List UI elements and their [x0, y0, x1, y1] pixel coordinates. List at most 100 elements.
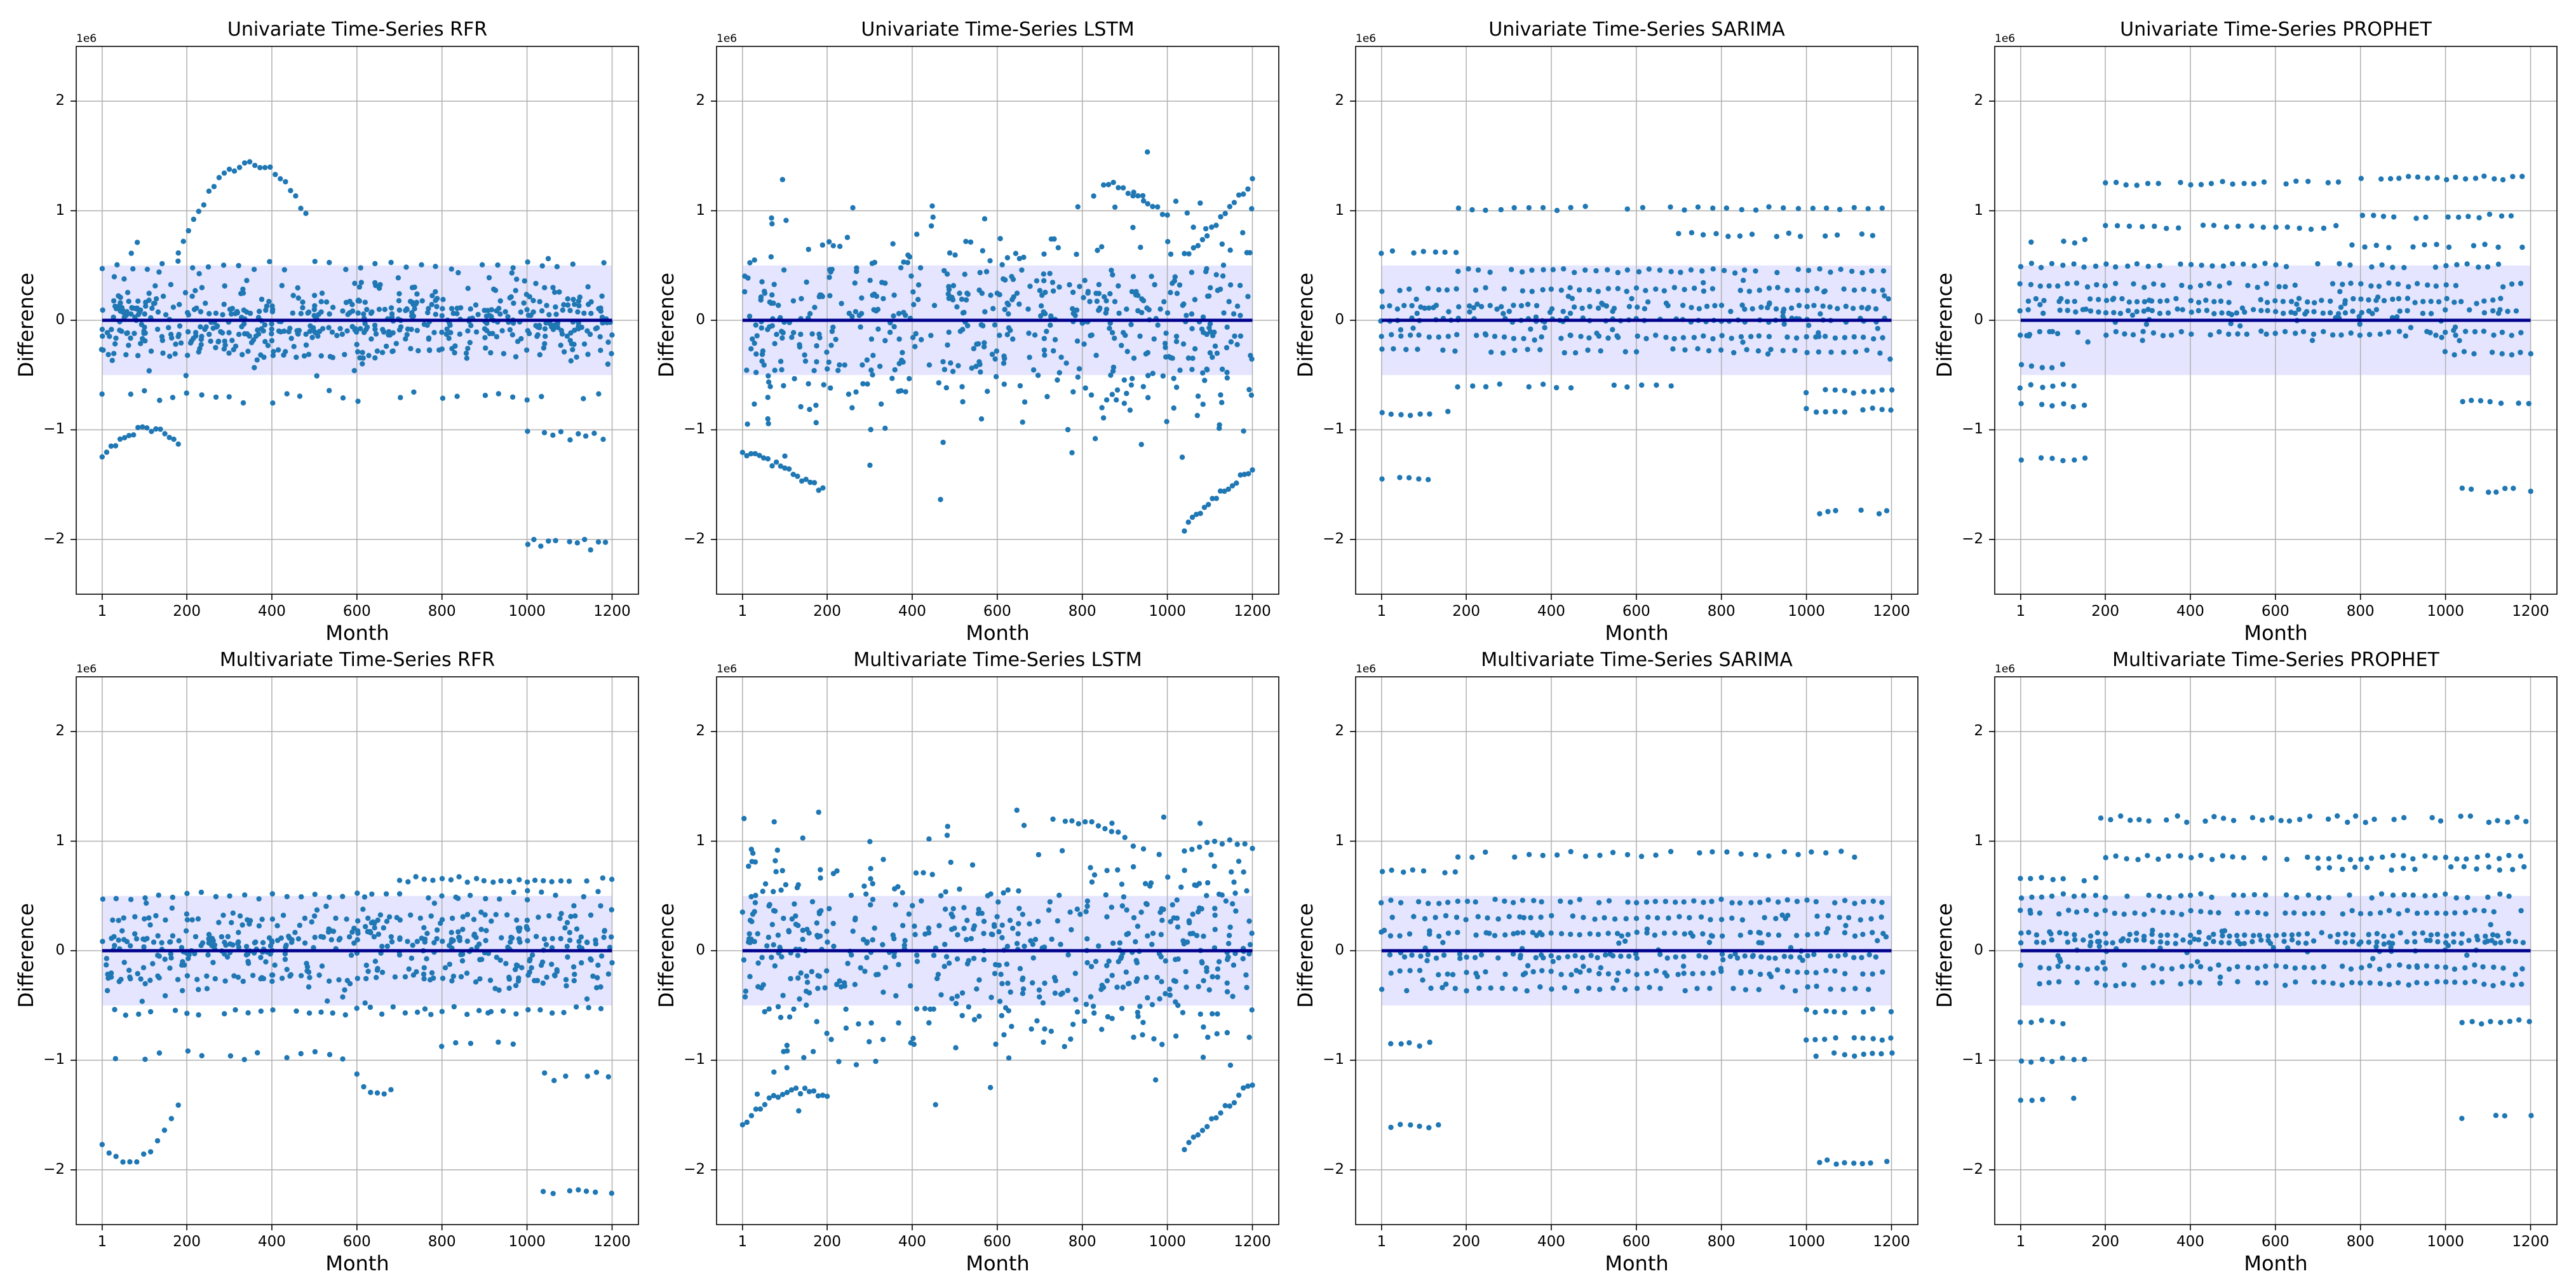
data-point — [839, 301, 844, 306]
data-point — [2234, 910, 2241, 916]
data-point — [2289, 932, 2295, 938]
data-point — [2453, 895, 2459, 901]
data-point — [128, 250, 134, 256]
data-point — [152, 301, 158, 306]
data-point — [2046, 980, 2052, 986]
data-point — [203, 301, 208, 306]
data-point — [2389, 933, 2396, 939]
data-point — [488, 350, 494, 356]
data-point — [2358, 939, 2364, 945]
data-point — [251, 266, 257, 273]
data-point — [131, 432, 137, 438]
data-point — [600, 437, 606, 442]
data-point — [138, 341, 144, 346]
data-point — [307, 329, 313, 334]
data-point — [182, 290, 189, 296]
data-point — [273, 172, 278, 177]
y-tick-label: 1 — [1974, 832, 1983, 849]
data-point — [494, 334, 500, 340]
data-point — [429, 293, 435, 299]
data-point — [1074, 338, 1081, 344]
data-point — [2506, 853, 2512, 859]
data-point — [2284, 857, 2290, 862]
data-point — [1200, 370, 1206, 376]
data-point — [864, 357, 870, 363]
data-point — [828, 385, 833, 391]
data-point — [2075, 965, 2080, 971]
data-point — [772, 341, 778, 346]
data-point — [804, 279, 809, 285]
data-point — [907, 376, 912, 381]
data-point — [2397, 962, 2403, 968]
data-point — [2519, 981, 2525, 988]
data-point — [535, 332, 541, 338]
data-point — [295, 285, 300, 291]
data-point — [2489, 937, 2495, 944]
data-point — [2424, 963, 2430, 969]
data-point — [306, 351, 312, 357]
data-point — [2226, 940, 2232, 946]
data-point — [260, 328, 266, 334]
data-point — [2209, 857, 2215, 862]
data-point — [2049, 1019, 2056, 1025]
data-point — [99, 454, 105, 460]
data-point — [844, 235, 851, 240]
data-point — [2084, 966, 2091, 972]
data-point — [247, 310, 253, 316]
data-point — [2046, 965, 2052, 971]
data-point — [527, 294, 532, 300]
data-point — [814, 359, 819, 365]
data-point — [104, 330, 111, 336]
data-point — [270, 353, 276, 358]
data-point — [1037, 288, 1043, 294]
data-point — [2121, 911, 2127, 917]
data-point — [146, 368, 152, 374]
data-point — [1217, 422, 1222, 428]
data-point — [363, 327, 369, 332]
data-point — [2234, 964, 2241, 970]
data-point — [2434, 979, 2440, 984]
data-point — [2462, 965, 2468, 971]
data-point — [362, 299, 368, 305]
data-point — [2291, 910, 2297, 916]
data-point — [396, 291, 402, 297]
data-point — [2063, 930, 2069, 937]
data-point — [797, 342, 802, 348]
data-point — [2251, 933, 2256, 939]
data-point — [354, 349, 361, 355]
data-point — [2039, 1017, 2044, 1023]
data-point — [2472, 908, 2478, 913]
data-point — [2134, 930, 2140, 936]
data-point — [269, 321, 274, 327]
data-point — [2485, 894, 2491, 901]
data-point — [256, 308, 262, 315]
data-point — [340, 308, 346, 314]
data-point — [2464, 856, 2469, 862]
data-point — [1177, 282, 1183, 288]
data-point — [2211, 932, 2216, 937]
data-point — [2485, 853, 2491, 859]
data-point — [267, 164, 273, 170]
data-point — [347, 310, 353, 316]
data-point — [360, 361, 365, 367]
data-point — [2359, 965, 2364, 970]
data-point — [2060, 891, 2067, 897]
data-point — [2337, 854, 2342, 860]
data-point — [339, 331, 345, 337]
data-point — [2033, 932, 2040, 938]
data-point — [875, 326, 881, 332]
data-point — [910, 335, 916, 341]
data-point — [229, 337, 235, 343]
data-point — [1096, 290, 1102, 296]
data-point — [205, 264, 212, 270]
data-point — [238, 290, 244, 297]
data-point — [342, 351, 347, 358]
data-point — [266, 299, 272, 304]
data-point — [2500, 980, 2506, 986]
data-point — [812, 304, 818, 310]
data-point — [2211, 813, 2217, 820]
data-point — [521, 300, 527, 306]
data-point — [2188, 908, 2194, 914]
data-point — [2340, 866, 2345, 873]
data-point — [2293, 979, 2298, 985]
